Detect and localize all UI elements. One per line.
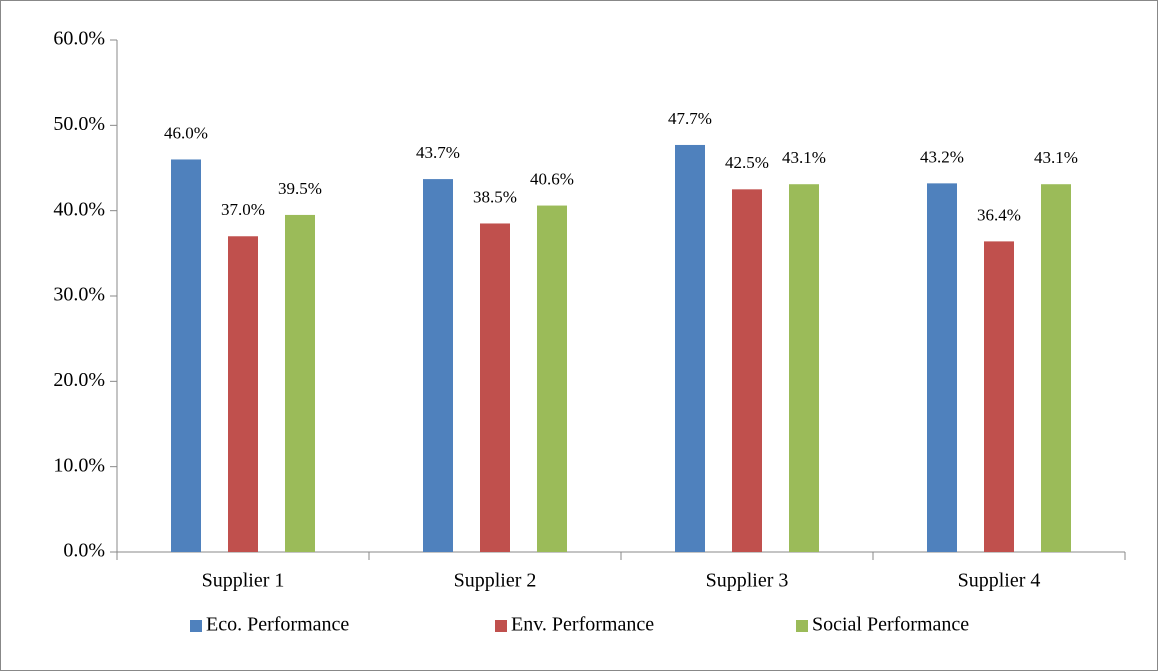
bar [228,236,258,552]
bar [927,183,957,553]
bar [984,241,1014,553]
bar [1041,184,1071,553]
y-tick-label: 20.0% [53,369,105,391]
x-tick-label: Supplier 2 [454,570,537,592]
data-label: 43.7% [416,143,460,162]
data-label: 46.0% [164,123,208,142]
x-tick-label: Supplier 1 [202,570,285,592]
legend-swatch [796,620,808,632]
legend-label: Social Performance [812,614,969,636]
bar [537,205,567,552]
bar [285,214,315,552]
y-tick-label: 0.0% [63,540,105,562]
x-tick-label: Supplier 4 [958,570,1041,592]
legend-swatch [495,620,507,632]
data-label: 38.5% [473,187,517,206]
legend-label: Eco. Performance [206,614,349,636]
y-tick-label: 30.0% [53,284,105,306]
data-label: 42.5% [725,153,769,172]
data-label: 39.5% [278,179,322,198]
y-tick-label: 60.0% [53,28,105,50]
bar [480,223,510,552]
data-label: 36.4% [977,205,1021,224]
y-tick-label: 50.0% [53,113,105,135]
data-label: 47.7% [668,109,712,128]
data-label: 43.1% [782,148,826,167]
legend-label: Env. Performance [511,614,654,636]
bar [675,144,705,552]
y-tick-label: 10.0% [53,454,105,476]
bar [789,184,819,553]
data-label: 43.1% [1034,148,1078,167]
legend-swatch [190,620,202,632]
data-label: 37.0% [221,200,265,219]
data-label: 40.6% [530,169,574,188]
x-tick-label: Supplier 3 [706,570,789,592]
y-tick-label: 40.0% [53,198,105,220]
bar [171,159,201,552]
bar [423,179,453,553]
bar [732,189,762,553]
data-label: 43.2% [920,147,964,166]
